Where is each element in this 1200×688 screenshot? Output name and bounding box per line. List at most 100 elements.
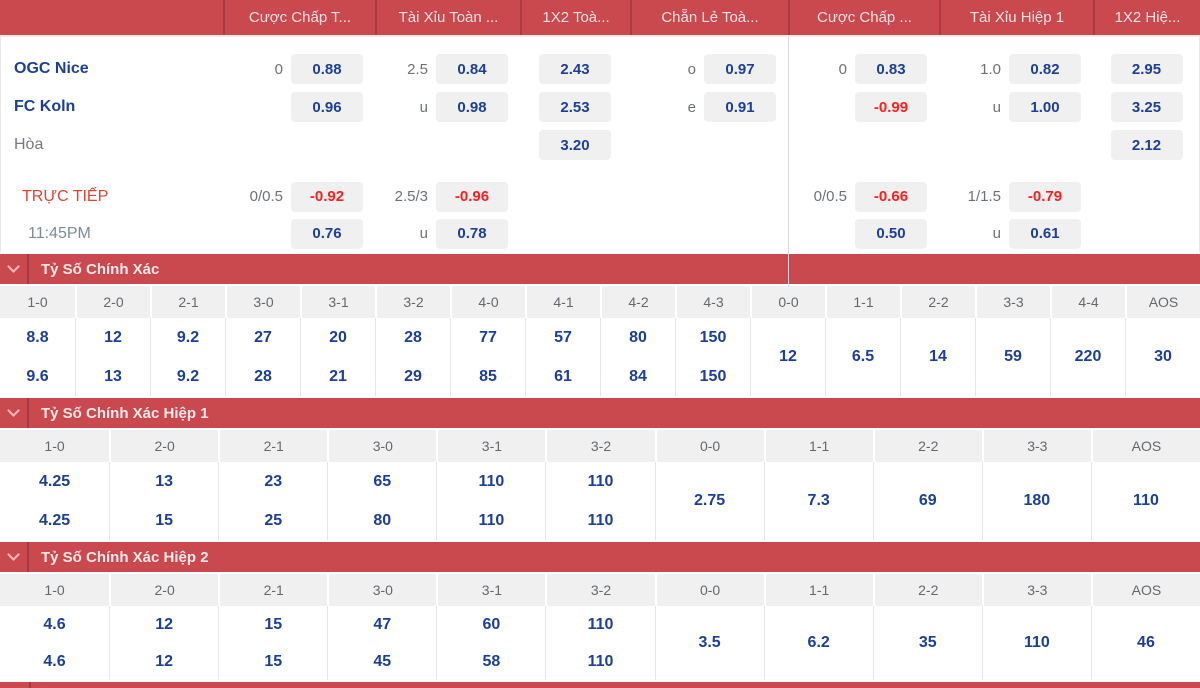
score-odds[interactable]: 60 [482, 615, 501, 633]
score-odds[interactable]: 4.25 [38, 511, 71, 529]
score-odds[interactable]: 15 [264, 652, 283, 670]
score-odds[interactable]: 29 [404, 367, 422, 385]
odds-button[interactable]: 0.82 [1009, 54, 1081, 84]
score-odds[interactable]: 15 [264, 615, 283, 633]
odds-button[interactable]: 3.25 [1110, 92, 1183, 122]
odds-button[interactable]: 2.95 [1110, 54, 1183, 84]
score-odds[interactable]: 69 [918, 492, 937, 509]
collapse-toggle[interactable] [0, 398, 29, 428]
score-header: 4-3 [675, 286, 750, 318]
score-odds[interactable]: 4.25 [38, 472, 71, 490]
score-odds[interactable]: 150 [699, 328, 727, 346]
odds-button[interactable]: 0.84 [436, 54, 508, 84]
score-odds[interactable]: 110 [587, 615, 614, 633]
section-header-bar[interactable]: Tỷ Số Chính Xác Hiệp 1 [0, 398, 1200, 428]
score-odds-column: 220 [1050, 318, 1125, 396]
score-odds[interactable]: 28 [404, 328, 422, 346]
score-odds-column: 57 61 [525, 318, 600, 396]
odds-button[interactable]: 0.78 [436, 218, 508, 249]
chevron-down-icon [7, 548, 20, 561]
score-odds[interactable]: 12 [155, 652, 174, 670]
odds-button[interactable]: 0.83 [855, 54, 927, 84]
odds-button[interactable]: 1.00 [1009, 92, 1081, 122]
odds-button[interactable]: 0.76 [291, 218, 363, 249]
odds-button[interactable]: -0.92 [291, 181, 363, 212]
score-odds[interactable]: 2.75 [694, 492, 726, 509]
score-odds[interactable]: 30 [1154, 348, 1172, 365]
score-odds[interactable]: 14 [929, 348, 947, 365]
score-odds[interactable]: 27 [254, 328, 272, 346]
odds-button[interactable]: 0.97 [704, 54, 776, 84]
score-odds[interactable]: 61 [554, 367, 572, 385]
odds-button[interactable]: 0.50 [855, 218, 927, 249]
score-header: 2-2 [872, 430, 982, 462]
score-odds[interactable]: 3.5 [698, 634, 721, 651]
score-odds[interactable]: 150 [699, 367, 727, 385]
score-odds[interactable]: 57 [554, 328, 572, 346]
score-header-row: 1-0 2-0 2-1 3-0 3-1 3-2 0-0 1-1 2-2 3-3 AOS [0, 574, 1200, 606]
score-odds[interactable]: 110 [587, 652, 614, 670]
score-odds[interactable]: 180 [1023, 492, 1051, 509]
odds-button[interactable]: 2.12 [1110, 130, 1183, 160]
section-header-bar[interactable]: Tỷ Số Chính Xác [0, 254, 1200, 284]
odds-button[interactable]: 0.61 [1009, 218, 1081, 249]
collapse-toggle[interactable] [0, 254, 29, 284]
score-odds[interactable]: 35 [918, 634, 937, 651]
score-odds[interactable]: 6.2 [807, 634, 830, 651]
score-odds[interactable]: 28 [254, 367, 272, 385]
score-odds[interactable]: 15 [155, 511, 174, 529]
score-odds[interactable]: 220 [1074, 348, 1102, 365]
score-odds[interactable]: 65 [373, 472, 392, 490]
score-odds[interactable]: 9.2 [176, 367, 200, 385]
score-odds[interactable]: 9.6 [26, 367, 49, 385]
score-odds[interactable]: 12 [155, 615, 174, 633]
collapse-toggle[interactable] [0, 542, 29, 572]
odds-button[interactable]: -0.99 [855, 92, 927, 122]
score-odds[interactable]: 12 [104, 328, 122, 346]
score-odds[interactable]: 25 [264, 511, 283, 529]
score-odds[interactable]: 12 [779, 348, 797, 365]
score-odds[interactable]: 20 [329, 328, 347, 346]
odds-button[interactable]: 0.91 [704, 92, 776, 122]
odds-button[interactable]: 2.53 [539, 92, 611, 122]
score-header: 4-2 [600, 286, 675, 318]
score-odds[interactable]: 58 [482, 652, 501, 670]
odds-button[interactable]: -0.66 [855, 181, 927, 212]
score-odds[interactable]: 4.6 [43, 615, 66, 633]
score-odds[interactable]: 23 [264, 472, 283, 490]
score-odds[interactable]: 59 [1004, 348, 1022, 365]
score-odds[interactable]: 9.2 [176, 328, 200, 346]
odds-button[interactable]: 0.98 [436, 92, 508, 122]
score-odds[interactable]: 21 [329, 367, 347, 385]
score-odds[interactable]: 47 [373, 615, 392, 633]
score-odds[interactable]: 110 [478, 472, 505, 490]
score-odds[interactable]: 4.6 [43, 652, 66, 670]
section-header-bar[interactable]: Tỷ Số Chính Xác Hiệp 2 [0, 542, 1200, 572]
score-odds[interactable]: 110 [478, 511, 505, 529]
score-odds[interactable]: 110 [587, 511, 614, 529]
score-odds[interactable]: 8.8 [26, 328, 49, 346]
score-odds[interactable]: 110 [587, 472, 614, 490]
odds-button[interactable]: 0.96 [291, 92, 363, 122]
score-odds[interactable]: 110 [1023, 634, 1050, 651]
score-odds[interactable]: 80 [373, 511, 392, 529]
score-header: 3-2 [545, 430, 654, 462]
odds-button[interactable]: -0.96 [436, 181, 508, 212]
score-odds[interactable]: 110 [1133, 492, 1159, 509]
score-odds[interactable]: 77 [479, 328, 497, 346]
score-odds[interactable]: 84 [629, 367, 647, 385]
score-odds[interactable]: 85 [479, 367, 497, 385]
score-odds[interactable]: 7.3 [807, 492, 830, 509]
odds-button[interactable]: 0.88 [291, 54, 363, 84]
score-odds[interactable]: 13 [104, 367, 122, 385]
odds-button[interactable]: 3.20 [539, 130, 611, 160]
score-odds[interactable]: 13 [155, 472, 174, 490]
odds-button[interactable]: -0.79 [1009, 181, 1081, 212]
score-odds-column: 80 84 [600, 318, 675, 396]
score-odds[interactable]: 45 [373, 652, 392, 670]
team-name: OGC Nice [14, 60, 89, 77]
odds-button[interactable]: 2.43 [539, 54, 611, 84]
score-odds[interactable]: 6.5 [851, 348, 875, 365]
score-odds[interactable]: 46 [1137, 634, 1155, 651]
score-odds[interactable]: 80 [629, 328, 647, 346]
